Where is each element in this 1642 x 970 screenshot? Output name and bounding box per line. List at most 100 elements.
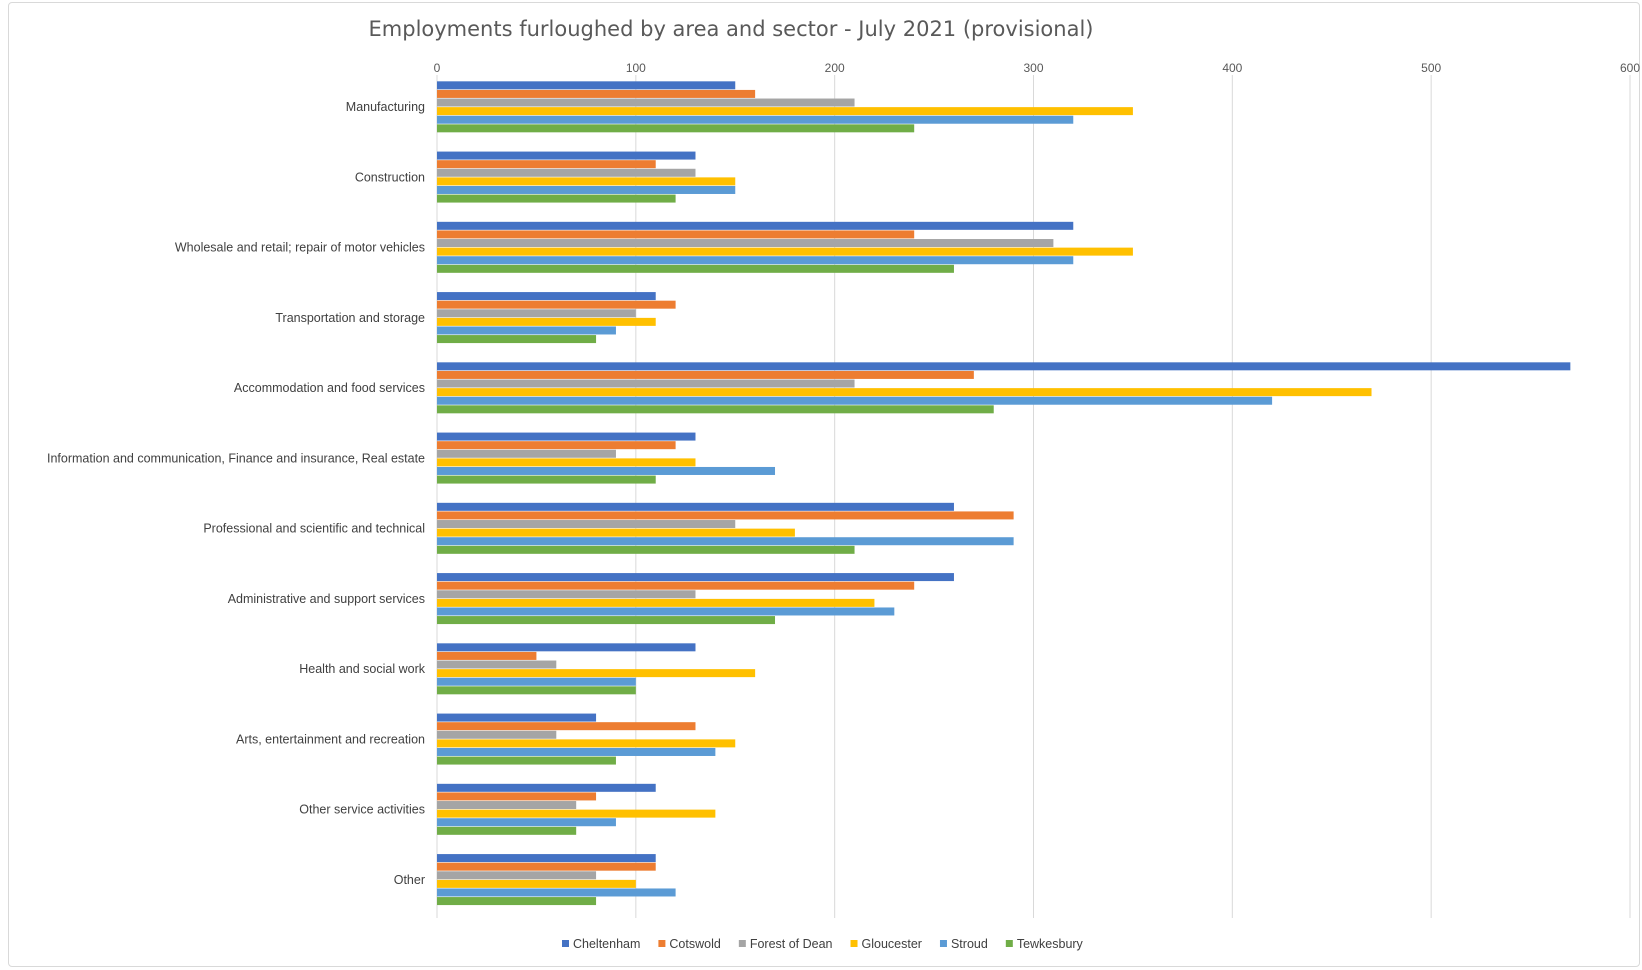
category-label: Accommodation and food services: [234, 381, 425, 395]
bar: [437, 545, 855, 554]
bar: [437, 660, 557, 669]
bar: [437, 686, 636, 695]
bar: [437, 124, 915, 133]
bar: [437, 616, 776, 625]
bar: [437, 89, 756, 98]
bar: [437, 818, 616, 827]
category-label: Arts, entertainment and recreation: [236, 732, 425, 746]
chart-frame: [8, 2, 1640, 967]
bar: [437, 432, 696, 441]
x-tick-label: 400: [1222, 61, 1242, 75]
legend-entry: Cotswold: [669, 937, 720, 951]
legend-swatch: [562, 940, 569, 947]
legend-swatch: [939, 940, 947, 947]
gridlines: [436, 75, 1631, 918]
bar: [437, 756, 616, 765]
bar: [437, 194, 676, 203]
category-label: Other: [394, 873, 425, 887]
bar: [437, 607, 895, 616]
bar: [437, 107, 1133, 116]
bar: [437, 239, 1054, 248]
bar: [437, 677, 636, 686]
bar: [437, 247, 1133, 256]
bar: [437, 151, 696, 160]
bar: [437, 81, 736, 90]
bar: [437, 801, 577, 810]
category-label: Health and social work: [299, 662, 426, 676]
bar: [437, 370, 974, 379]
bar: [437, 581, 915, 590]
bar: [437, 168, 696, 177]
bar: [437, 871, 597, 880]
bar: [437, 502, 954, 511]
legend-swatch: [1005, 940, 1013, 947]
bar: [437, 458, 696, 467]
bar: [437, 396, 1273, 405]
bar: [437, 573, 954, 582]
legend-swatch: [738, 940, 746, 947]
bar: [437, 809, 716, 818]
bar: [437, 651, 537, 660]
bar: [437, 221, 1074, 230]
category-label: Other service activities: [299, 803, 425, 817]
bar: [437, 405, 994, 414]
bar: [437, 722, 696, 731]
x-tick-label: 500: [1421, 61, 1441, 75]
bar: [437, 792, 597, 801]
bar: [437, 115, 1074, 124]
bar: [437, 826, 577, 835]
legend-entry: Cheltenham: [573, 937, 640, 951]
category-label: Wholesale and retail; repair of motor ve…: [175, 241, 425, 255]
bar: [437, 590, 696, 599]
bar: [437, 388, 1372, 397]
x-tick-label: 0: [434, 61, 441, 75]
category-labels: Manufacturing Construction Wholesale and r…: [47, 100, 426, 887]
x-tick-label: 600: [1620, 61, 1640, 75]
legend-entry: Forest of Dean: [750, 937, 833, 951]
bar: [437, 643, 696, 652]
x-tick-label: 300: [1023, 61, 1043, 75]
bar: [437, 783, 656, 792]
bar: [437, 317, 656, 326]
bar: [437, 292, 656, 301]
bar: [437, 713, 597, 722]
bar: [437, 739, 736, 748]
bar: [437, 669, 756, 678]
bar: [437, 466, 776, 475]
category-label: Professional and scientific and technica…: [203, 522, 425, 536]
x-tick-label: 100: [626, 61, 646, 75]
bar: [437, 598, 875, 607]
legend: Cheltenham Cotswold Forest of Dean Gloucest…: [562, 937, 1084, 951]
bar: [437, 537, 1014, 546]
bar: [437, 520, 736, 529]
bar: [437, 747, 716, 756]
bar: [437, 862, 656, 871]
bar: [437, 326, 616, 335]
x-tick-label: 200: [825, 61, 845, 75]
bar: [437, 730, 557, 739]
bar: [437, 888, 676, 897]
bar: [437, 511, 1014, 520]
bar: [437, 362, 1571, 371]
bar: [437, 256, 1074, 265]
bar: [437, 379, 855, 388]
legend-swatch: [658, 940, 666, 947]
bar: [437, 528, 795, 537]
category-label: Manufacturing: [346, 100, 425, 114]
bar: [437, 230, 915, 239]
bar: [437, 897, 597, 906]
category-label: Transportation and storage: [275, 311, 425, 325]
legend-swatch: [850, 940, 858, 947]
chart-title: Employments furloughed by area and secto…: [368, 17, 1094, 41]
bar: [437, 309, 636, 318]
bar: [437, 449, 616, 458]
bar: [437, 854, 656, 863]
bar: [437, 300, 676, 309]
bar: [437, 879, 636, 888]
bar: [437, 98, 855, 107]
category-label: Administrative and support services: [228, 592, 425, 606]
bar: [437, 185, 736, 194]
bar: [437, 441, 676, 450]
legend-entry: Tewkesbury: [1017, 937, 1084, 951]
legend-entry: Stroud: [951, 937, 988, 951]
